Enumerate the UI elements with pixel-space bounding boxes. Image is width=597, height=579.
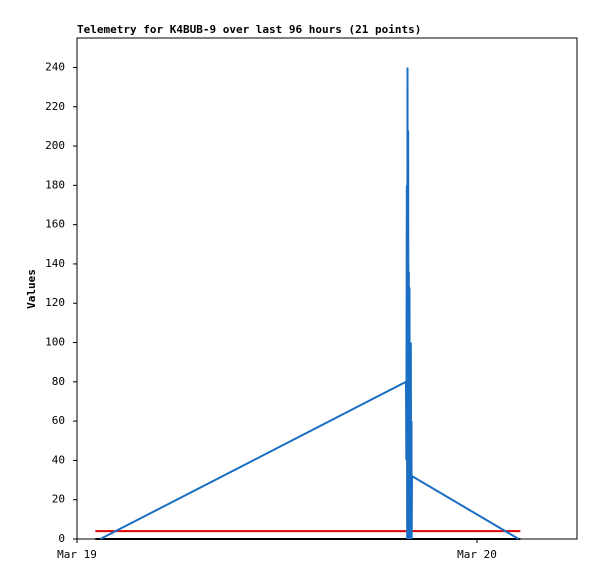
y-tick-label: 180	[45, 178, 65, 191]
y-tick-label: 200	[45, 139, 65, 152]
y-tick-label: 0	[58, 532, 65, 545]
y-tick-label: 60	[52, 414, 65, 427]
x-tick-label: Mar 20	[457, 548, 497, 561]
data-line	[99, 67, 520, 540]
y-tick-label: 160	[45, 218, 65, 231]
chart-title: Telemetry for K4BUB-9 over last 96 hours…	[77, 23, 421, 36]
y-tick-label: 100	[45, 336, 65, 349]
y-tick-label: 80	[52, 375, 65, 388]
y-tick-label: 120	[45, 296, 65, 309]
y-axis-label: Values	[25, 269, 38, 309]
y-tick-label: 240	[45, 60, 65, 73]
y-tick-label: 220	[45, 100, 65, 113]
x-tick-label: Mar 19	[57, 548, 97, 561]
y-tick-label: 20	[52, 493, 65, 506]
y-tick-label: 40	[52, 453, 65, 466]
y-tick-label: 140	[45, 257, 65, 270]
